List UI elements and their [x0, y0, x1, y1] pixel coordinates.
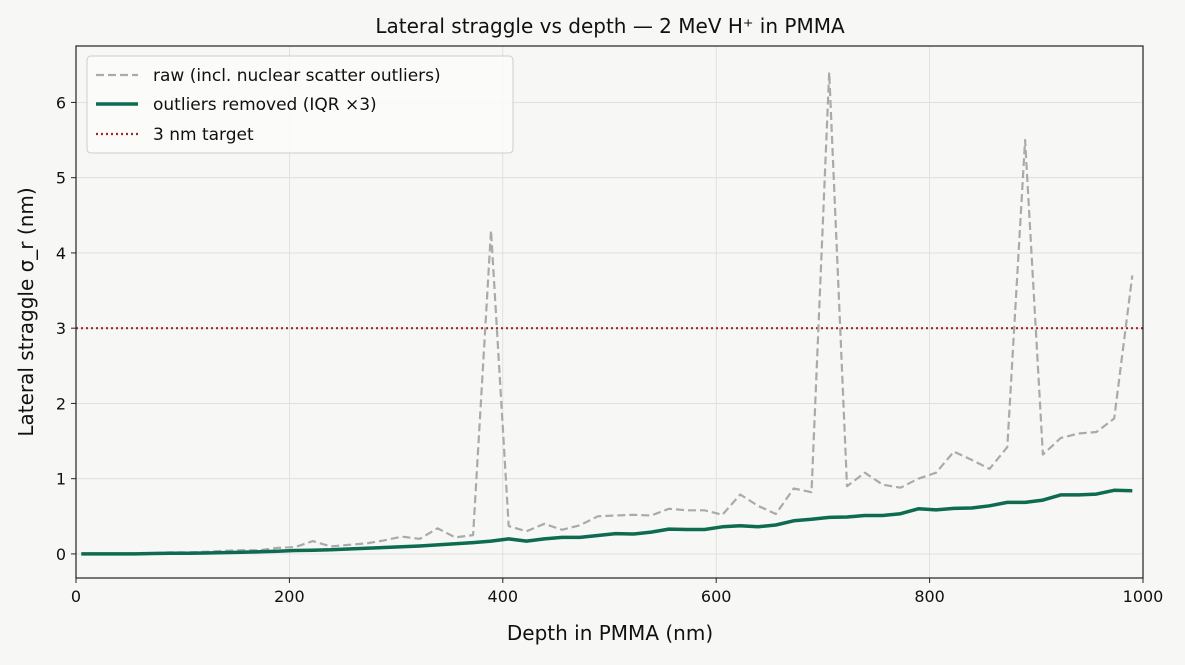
x-tick-label: 800: [914, 587, 945, 606]
legend: raw (incl. nuclear scatter outliers) out…: [86, 55, 514, 154]
x-tick-label: 400: [488, 587, 519, 606]
x-tick-label: 200: [274, 587, 305, 606]
y-tick-label: 2: [56, 394, 66, 413]
legend-label-raw: raw (incl. nuclear scatter outliers): [153, 66, 441, 86]
x-tick-label: 1000: [1123, 587, 1164, 606]
y-axis-label: Lateral straggle σ_r (nm): [14, 187, 38, 436]
series-lines: [76, 71, 1143, 556]
y-tick-label: 1: [56, 470, 66, 489]
x-tick-label: 600: [701, 587, 732, 606]
legend-box: [86, 55, 514, 154]
y-tick-label: 5: [56, 169, 66, 188]
legend-label-filtered: outliers removed (IQR ×3): [153, 95, 377, 115]
y-tick-label: 6: [56, 93, 66, 112]
y-tick-label: 0: [56, 545, 66, 564]
filtered-series-line: [81, 488, 1133, 556]
chart-title: Lateral straggle vs depth — 2 MeV H⁺ in …: [375, 14, 845, 38]
x-tick-label: 0: [71, 587, 81, 606]
x-axis-label: Depth in PMMA (nm): [507, 621, 713, 645]
legend-label-target: 3 nm target: [153, 125, 254, 145]
y-tick-label: 4: [56, 244, 66, 263]
plot-frame: [75, 45, 1144, 579]
ticks: 0 200 400 600 800 1000 0 1 2 3 4 5 6: [56, 93, 1164, 606]
y-tick-label: 3: [56, 319, 66, 338]
